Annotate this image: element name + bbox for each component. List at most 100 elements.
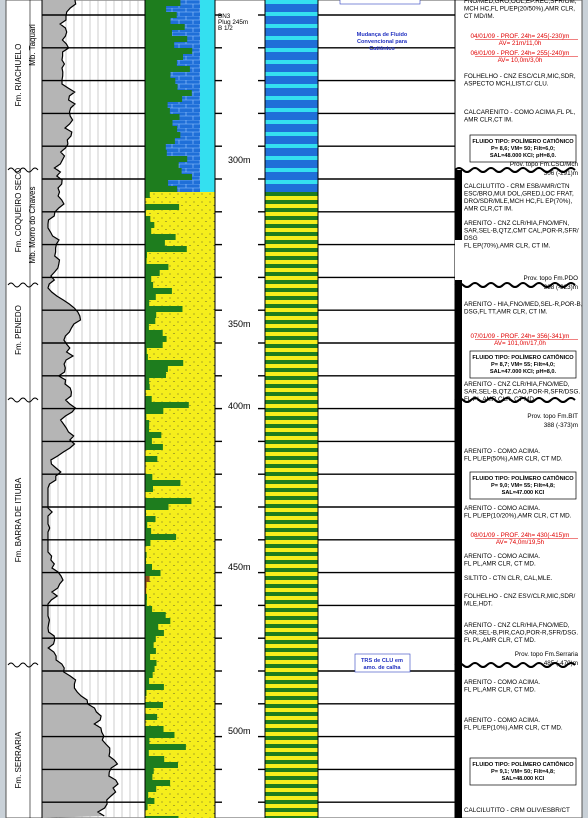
fluid-box-line: FLUIDO TIPO: POLÍMERO CATIÔNICO — [472, 137, 574, 145]
band — [265, 216, 318, 220]
fluid-note: amo. de calha — [364, 665, 402, 671]
depth-label: 300m — [228, 155, 251, 165]
band — [265, 444, 318, 448]
band — [265, 780, 318, 784]
band — [265, 640, 318, 644]
shale — [145, 762, 178, 768]
shale — [145, 144, 166, 150]
band — [265, 124, 318, 128]
band — [265, 464, 318, 468]
band — [265, 440, 318, 444]
description: FOLHELHO - CNZ ESC/CLR,MIC,SDR, — [464, 73, 576, 80]
shale — [145, 750, 149, 756]
band — [265, 364, 318, 368]
band — [265, 104, 318, 108]
band — [265, 476, 318, 480]
shale — [145, 252, 147, 258]
band — [265, 572, 318, 576]
shale — [145, 216, 151, 222]
shale — [145, 372, 166, 378]
band — [265, 180, 318, 184]
band — [265, 672, 318, 676]
band — [265, 496, 318, 500]
shale — [145, 444, 163, 450]
shale — [145, 600, 147, 606]
shale — [145, 324, 149, 330]
bit-gap — [455, 240, 462, 280]
shale — [145, 690, 147, 696]
shale — [145, 414, 147, 420]
report: AV= 21m/11,0h — [499, 40, 542, 47]
band — [265, 620, 318, 624]
band — [265, 520, 318, 524]
description: ARENITO - COMO ACIMA. — [464, 553, 540, 560]
band — [265, 524, 318, 528]
band — [265, 604, 318, 608]
band — [265, 0, 318, 4]
shale — [145, 234, 176, 240]
bit-bar — [455, 170, 462, 818]
shale — [145, 132, 181, 138]
band — [265, 616, 318, 620]
top-wave — [454, 167, 576, 173]
marker-label: Plug 245m — [218, 19, 248, 26]
band — [265, 676, 318, 680]
depth-label: 350m — [228, 319, 251, 329]
band — [265, 260, 318, 264]
band — [265, 108, 318, 112]
formation-boundary — [7, 282, 39, 288]
marker-label: B 1/2 — [218, 25, 233, 32]
band — [265, 136, 318, 140]
shale — [145, 714, 158, 720]
fluid-note: Convencional para — [357, 39, 408, 45]
formation-boundary — [7, 167, 39, 173]
band — [265, 332, 318, 336]
band — [265, 292, 318, 296]
shale — [145, 570, 161, 576]
report: 04/01/09 - PROF. 24h= 245(-230)m — [471, 33, 570, 40]
band — [265, 156, 318, 160]
band — [265, 532, 318, 536]
band — [265, 808, 318, 812]
fluid-box-line: SAL=48.000 KCl — [502, 776, 545, 782]
description: FL PL/EP(10/20%),AMR CLR, CT MD. — [464, 513, 572, 520]
band — [265, 584, 318, 588]
band — [265, 652, 318, 656]
band — [265, 420, 318, 424]
band — [265, 148, 318, 152]
fluid-box-line: P= 9,1; VM= 50; Filt=4,8; — [491, 769, 555, 775]
shale — [145, 90, 192, 96]
band — [265, 328, 318, 332]
description: DRO/SDR/MLE,MCH HC,FL EP(70%), — [464, 198, 572, 205]
description: ARENITO - CNZ CLR/HIA,FNO/MED, — [464, 622, 570, 629]
band — [265, 452, 318, 456]
fluid-box-line: P= 8,6; VM= 50; Filt=6,0; — [491, 146, 555, 152]
band — [265, 336, 318, 340]
band — [265, 800, 318, 804]
band — [265, 212, 318, 216]
band — [265, 228, 318, 232]
shale — [145, 312, 157, 318]
shale — [145, 258, 147, 264]
fluid-box — [469, 757, 577, 786]
shale — [145, 786, 157, 792]
band — [265, 752, 318, 756]
band — [265, 232, 318, 236]
band — [265, 168, 318, 172]
band — [265, 500, 318, 504]
band — [265, 600, 318, 604]
band — [265, 284, 318, 288]
fluid-box-line: FLUIDO TIPO: POLÍMERO CATIÔNICO — [472, 353, 574, 361]
band — [265, 64, 318, 68]
shale — [145, 36, 188, 42]
shale — [145, 528, 152, 534]
band — [265, 380, 318, 384]
shale — [145, 270, 160, 276]
shale — [145, 246, 187, 252]
band — [265, 712, 318, 716]
shale — [145, 678, 150, 684]
band — [265, 404, 318, 408]
band — [265, 100, 318, 104]
shale — [145, 594, 147, 600]
band — [265, 388, 318, 392]
